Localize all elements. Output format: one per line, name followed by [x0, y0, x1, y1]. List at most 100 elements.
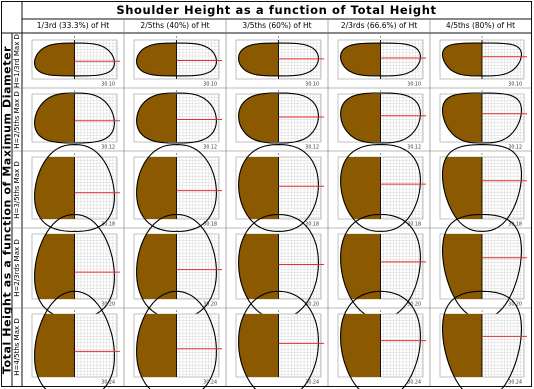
shape-outline [441, 92, 523, 144]
shape-outline [238, 144, 319, 232]
shape-outline [340, 144, 421, 232]
cell-value-label: 30.10 [305, 82, 319, 88]
shape-thumbnail: 30.10 [133, 36, 222, 88]
cell-value-label: 30.12 [508, 145, 522, 151]
shape-thumbnail: 30.12 [235, 90, 324, 151]
plot-grid [481, 156, 524, 219]
shape-outline [34, 42, 115, 77]
shape-fill [340, 43, 381, 76]
shape-fill [238, 157, 279, 219]
cell-value-label: 30.18 [508, 222, 522, 228]
shape-thumbnail: 30.10 [235, 36, 324, 88]
shape-outline [136, 42, 217, 77]
shape-fill [238, 314, 279, 377]
shape-thumbnail: 30.12 [439, 90, 527, 151]
shape-thumbnail: 30.18 [439, 144, 527, 232]
cell-value-label: 30.12 [407, 145, 421, 151]
cell-value-label: 30.18 [305, 222, 319, 228]
cell-value-label: 30.24 [407, 380, 421, 386]
shape-thumbnail: 30.18 [337, 144, 426, 232]
plot-grid [380, 39, 423, 79]
column-header-2: 2/5ths (40%) of Ht [140, 21, 210, 30]
cell-value-label: 30.10 [407, 82, 421, 88]
page-title: Shoulder Height as a function of Total H… [116, 3, 437, 17]
cell-value-label: 30.24 [203, 380, 217, 386]
plot-grid [380, 156, 423, 219]
shape-fill [136, 157, 177, 219]
plot-grid [278, 313, 321, 377]
plot-grid [176, 233, 219, 299]
shape-thumbnail: 30.20 [337, 213, 426, 320]
shape-fill [442, 94, 482, 142]
shape-outline [136, 92, 217, 144]
column-header-5: 4/5ths (80%) of Ht [445, 21, 516, 30]
cell-value-label: 30.18 [203, 222, 217, 228]
shape-outline [238, 42, 319, 77]
shape-outline [238, 92, 319, 144]
shape-outline [34, 144, 115, 232]
shape-thumbnail: 30.20 [31, 213, 120, 320]
shape-thumbnail: 30.10 [439, 36, 527, 88]
shape-outline [136, 290, 217, 389]
cell-value-label: 30.24 [101, 380, 115, 386]
shape-outline [441, 213, 523, 320]
shape-thumbnail: 30.24 [337, 290, 426, 389]
shape-fill [340, 234, 381, 299]
table-rules [1, 2, 531, 386]
shape-thumbnail: 30.12 [337, 90, 426, 151]
shape-outline [340, 42, 421, 77]
shape-fill [340, 314, 381, 377]
cell-value-label: 30.20 [305, 302, 319, 308]
shape-fill [136, 234, 177, 299]
shape-fill [136, 314, 177, 377]
shape-thumbnail: 30.20 [133, 213, 222, 320]
cell-value-label: 30.20 [101, 302, 115, 308]
cell-value-label: 30.24 [305, 380, 319, 386]
shape-outline [441, 42, 523, 77]
shape-thumbnail: 30.10 [337, 36, 426, 88]
plot-grid [380, 233, 423, 299]
shape-fill [34, 234, 75, 299]
cell-value-label: 30.10 [101, 82, 115, 88]
shape-outline [238, 213, 319, 320]
shape-fill [238, 94, 279, 142]
shape-thumbnail: 30.18 [235, 144, 324, 232]
shape-fill [136, 94, 177, 142]
shape-thumbnail: 30.18 [133, 144, 222, 232]
shape-outline [34, 290, 115, 389]
shape-fill [136, 43, 177, 76]
shape-thumbnail: 30.20 [439, 213, 527, 320]
shape-thumbnail: 30.10 [31, 36, 120, 88]
shape-thumbnail: 30.12 [133, 90, 222, 151]
cell-value-label: 30.12 [305, 145, 319, 151]
shape-outline [136, 144, 217, 232]
cell-value-label: 30.18 [407, 222, 421, 228]
shape-fill [34, 157, 75, 219]
plot-grid [74, 93, 117, 143]
shape-thumbnail: 30.12 [31, 90, 120, 151]
shape-outline [441, 290, 523, 389]
shape-fill [442, 314, 482, 377]
cell-value-label: 30.24 [508, 380, 522, 386]
cell-value-label: 30.20 [203, 302, 217, 308]
shape-fill [34, 94, 75, 142]
cell-value-label: 30.12 [101, 145, 115, 151]
plot-grid [278, 156, 321, 219]
cell-value-label: 30.12 [203, 145, 217, 151]
cell-value-label: 30.10 [508, 82, 522, 88]
cell-value-label: 30.18 [101, 222, 115, 228]
shape-outline [136, 213, 217, 320]
cell-value-label: 30.20 [407, 302, 421, 308]
column-header-1: 1/3rd (33.3%) of Ht [36, 21, 110, 30]
cell-value-label: 30.10 [203, 82, 217, 88]
plot-grid [176, 93, 219, 143]
shape-fill [34, 43, 75, 76]
plot-grid [74, 156, 117, 219]
column-header-3: 3/5ths (60%) of Ht [242, 21, 312, 30]
shape-thumbnail: 30.24 [439, 290, 527, 389]
shape-outline [441, 144, 523, 232]
shape-fill [238, 43, 279, 76]
shape-outline [340, 213, 421, 320]
shape-fill [442, 43, 482, 76]
